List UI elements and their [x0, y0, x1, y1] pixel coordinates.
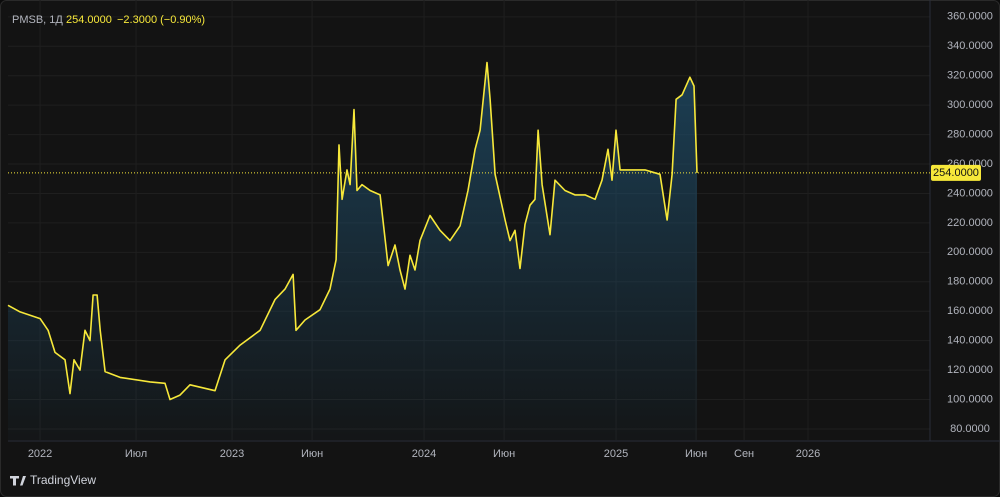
logo-icon: [10, 476, 26, 486]
y-tick-label: 140.0000: [947, 335, 993, 347]
x-tick-label: Сен: [734, 448, 754, 460]
area-fill: [8, 62, 698, 440]
x-tick-label: Июл: [125, 448, 147, 460]
y-tick-label: 240.0000: [947, 187, 993, 199]
y-tick-label: 200.0000: [947, 246, 993, 258]
price: 254.0000: [66, 14, 112, 26]
x-tick-label: Июн: [301, 448, 323, 460]
x-tick-label: 2023: [220, 448, 244, 460]
y-tick-label: 120.0000: [947, 364, 993, 376]
y-tick-label: 340.0000: [947, 40, 993, 52]
x-tick-label: 2025: [604, 448, 628, 460]
brand: TradingView: [30, 473, 96, 487]
logo: TradingView: [10, 473, 96, 487]
x-tick-label: Июн: [685, 448, 707, 460]
y-tick-label: 300.0000: [947, 99, 993, 111]
y-tick-label: 320.0000: [947, 70, 993, 82]
symbol: PMSB, 1Д: [12, 14, 63, 26]
y-tick-label: 220.0000: [947, 217, 993, 229]
x-tick-label: Июн: [493, 448, 515, 460]
x-tick-label: 2024: [412, 448, 436, 460]
y-tick-label: 80.0000: [950, 423, 990, 435]
last-price-box: [931, 164, 981, 181]
y-tick-label: 100.0000: [947, 393, 993, 405]
y-tick-label: 360.0000: [947, 11, 993, 23]
y-tick-label: 280.0000: [947, 128, 993, 140]
change: −2.3000 (−0.90%): [117, 14, 205, 26]
x-tick-label: 2026: [796, 448, 820, 460]
y-tick-label: 180.0000: [947, 276, 993, 288]
y-tick-label: 160.0000: [947, 305, 993, 317]
x-tick-label: 2022: [28, 448, 52, 460]
price-line: [7, 61, 698, 401]
last-price-label: 254.0000: [933, 167, 979, 179]
